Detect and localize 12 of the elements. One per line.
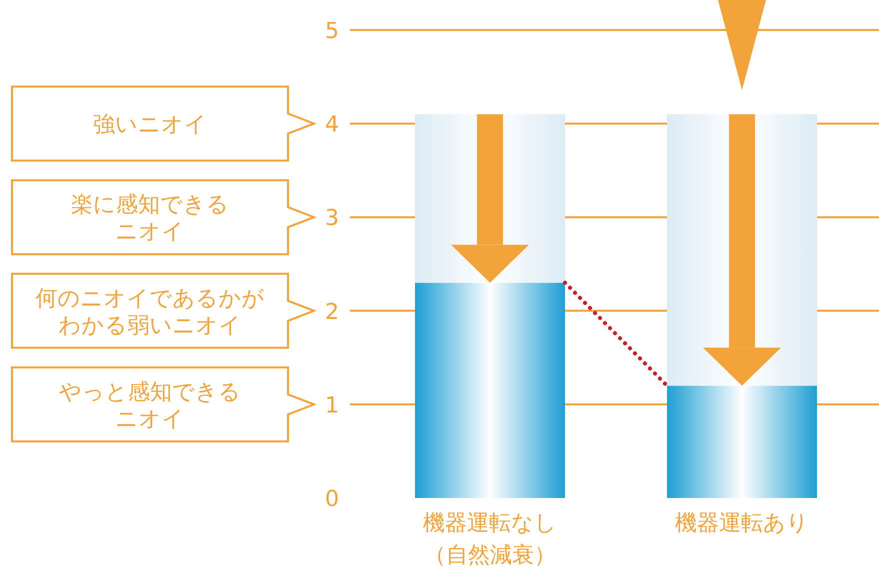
text: 何のニオイであるかがわかる弱いニオイ (36, 286, 264, 338)
y-tick-label: 0 (325, 487, 339, 512)
y-tick-label: 1 (325, 393, 339, 418)
y-tick-label: 5 (325, 19, 339, 44)
text: 楽に感知できるニオイ (71, 192, 229, 245)
y-tick-label: 4 (325, 112, 339, 138)
y-tick-label: 2 (325, 300, 339, 325)
y-tick-label: 3 (325, 206, 339, 232)
text: やっと感知できるニオイ (59, 380, 241, 432)
x-tick-label: 機器運転あり (675, 511, 809, 536)
text: 強いニオイ (93, 112, 207, 138)
x-tick-label: 機器運転なし（自然減衰） (423, 511, 557, 568)
